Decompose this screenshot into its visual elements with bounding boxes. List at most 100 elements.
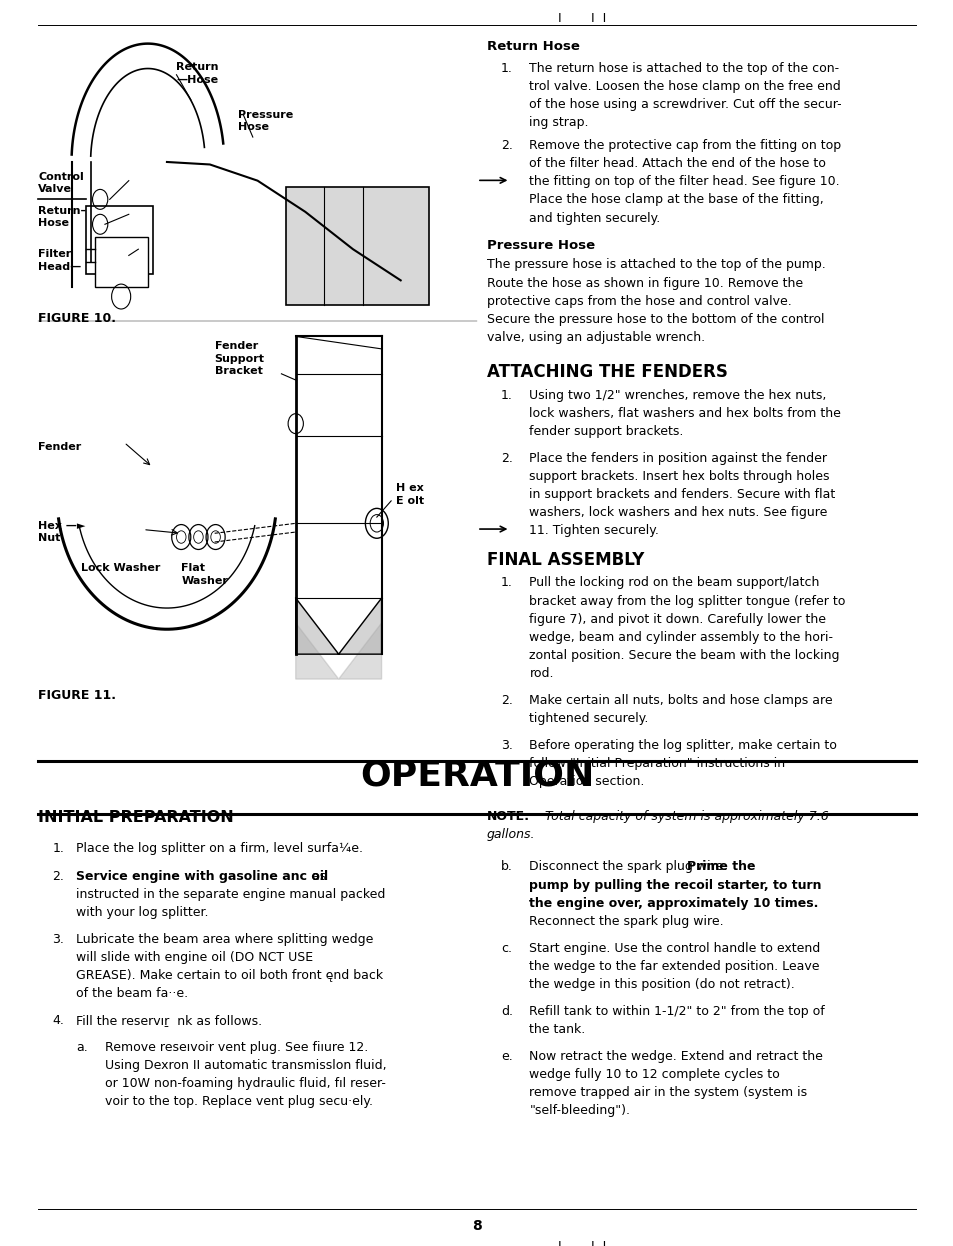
FancyBboxPatch shape xyxy=(286,187,429,305)
Text: fender support brackets.: fender support brackets. xyxy=(529,425,683,437)
Text: remove trapped air in the system (system is: remove trapped air in the system (system… xyxy=(529,1087,807,1099)
Text: Using two 1/2" wrenches, remove the hex nuts,: Using two 1/2" wrenches, remove the hex … xyxy=(529,389,826,401)
Text: Bracket: Bracket xyxy=(214,366,262,376)
Text: 2.: 2. xyxy=(52,870,64,882)
Text: Hose: Hose xyxy=(38,218,69,228)
Text: Control: Control xyxy=(38,172,84,182)
Text: will slide with engine oil (DO NCT USE: will slide with engine oil (DO NCT USE xyxy=(76,951,314,964)
Text: Return: Return xyxy=(176,62,219,72)
Text: Now retract the wedge. Extend and retract the: Now retract the wedge. Extend and retrac… xyxy=(529,1050,822,1063)
FancyBboxPatch shape xyxy=(86,206,152,274)
Text: Fender: Fender xyxy=(214,341,257,351)
Text: instructed in the separate engine manual packed: instructed in the separate engine manual… xyxy=(76,887,385,901)
Text: Valve: Valve xyxy=(38,184,72,194)
FancyBboxPatch shape xyxy=(95,237,148,287)
Text: I: I xyxy=(558,1240,561,1246)
Polygon shape xyxy=(295,598,381,654)
Text: c.: c. xyxy=(500,942,512,954)
Text: Before operating the log splitter, make certain to: Before operating the log splitter, make … xyxy=(529,739,837,753)
Text: Secure the pressure hose to the bottom of the control: Secure the pressure hose to the bottom o… xyxy=(486,313,823,325)
Text: wedge fully 10 to 12 complete cycles to: wedge fully 10 to 12 complete cycles to xyxy=(529,1068,780,1082)
Text: E olt: E olt xyxy=(395,496,423,506)
Text: FINAL ASSEMBLY: FINAL ASSEMBLY xyxy=(486,551,643,569)
Text: Return–: Return– xyxy=(38,206,86,216)
Text: the tank.: the tank. xyxy=(529,1023,585,1037)
Text: trol valve. Loosen the hose clamp on the free end: trol valve. Loosen the hose clamp on the… xyxy=(529,80,841,92)
Polygon shape xyxy=(295,623,381,679)
Text: —Hose: —Hose xyxy=(176,75,218,85)
Text: tightened securely.: tightened securely. xyxy=(529,711,648,725)
Text: The pressure hose is attached to the top of the pump.: The pressure hose is attached to the top… xyxy=(486,258,824,272)
Text: the wedge to the far extended position. Leave: the wedge to the far extended position. … xyxy=(529,959,820,973)
Text: pump by pulling the recoil starter, to turn: pump by pulling the recoil starter, to t… xyxy=(529,878,821,892)
Text: Lubricate the beam area where splitting wedge: Lubricate the beam area where splitting … xyxy=(76,933,374,946)
Text: bracket away from the log splitter tongue (refer to: bracket away from the log splitter tongu… xyxy=(529,594,845,608)
Text: OPERATION: OPERATION xyxy=(359,758,594,792)
Text: Prime the: Prime the xyxy=(686,861,755,873)
Text: of the beam fa··e.: of the beam fa··e. xyxy=(76,987,189,1001)
Text: "self-bleeding").: "self-bleeding"). xyxy=(529,1104,630,1118)
Text: INITIAL PREPARATION: INITIAL PREPARATION xyxy=(38,810,233,825)
Text: valve, using an adjustable wrench.: valve, using an adjustable wrench. xyxy=(486,330,704,344)
Text: Support: Support xyxy=(214,354,264,364)
Text: rod.: rod. xyxy=(529,667,554,680)
Text: d.: d. xyxy=(500,1006,513,1018)
Text: Hex —►: Hex —► xyxy=(38,521,86,531)
Text: figure 7), and pivot it down. Carefully lower the: figure 7), and pivot it down. Carefully … xyxy=(529,613,825,625)
Text: The return hose is attached to the top of the con-: The return hose is attached to the top o… xyxy=(529,61,839,75)
Text: Filter: Filter xyxy=(38,249,71,259)
Text: Remove the protective cap from the fitting on top: Remove the protective cap from the fitti… xyxy=(529,140,841,152)
Text: 4.: 4. xyxy=(52,1014,64,1027)
Text: 2.: 2. xyxy=(500,452,512,465)
Text: 1.: 1. xyxy=(500,389,512,401)
Text: Place the log splitter on a firm, level surfa¼e.: Place the log splitter on a firm, level … xyxy=(76,842,363,856)
Text: 1.: 1. xyxy=(52,842,64,856)
Text: the engine over, approximately 10 times.: the engine over, approximately 10 times. xyxy=(529,897,818,910)
Text: a.: a. xyxy=(76,1042,88,1054)
Text: ATTACHING THE FENDERS: ATTACHING THE FENDERS xyxy=(486,364,726,381)
Text: Total capacity of system is approximately 7.6: Total capacity of system is approximatel… xyxy=(540,810,828,822)
Circle shape xyxy=(288,414,303,434)
Text: I  I: I I xyxy=(591,1240,606,1246)
Text: support brackets. Insert hex bolts through holes: support brackets. Insert hex bolts throu… xyxy=(529,470,829,483)
Text: the wedge in this position (do not retract).: the wedge in this position (do not retra… xyxy=(529,978,795,991)
Text: 3.: 3. xyxy=(52,933,64,946)
Text: 8: 8 xyxy=(472,1219,481,1232)
Text: Operation section.: Operation section. xyxy=(529,775,644,789)
Text: gallons.: gallons. xyxy=(486,829,535,841)
Text: Make certain all nuts, bolts and hose clamps are: Make certain all nuts, bolts and hose cl… xyxy=(529,694,832,706)
Text: lock washers, flat washers and hex bolts from the: lock washers, flat washers and hex bolts… xyxy=(529,406,841,420)
Text: as: as xyxy=(308,870,326,882)
Text: of the hose using a screwdriver. Cut off the secur-: of the hose using a screwdriver. Cut off… xyxy=(529,97,841,111)
Text: b.: b. xyxy=(500,861,512,873)
Text: follow "Initial Preparation" instructions in: follow "Initial Preparation" instruction… xyxy=(529,758,784,770)
Text: Reconnect the spark plug wire.: Reconnect the spark plug wire. xyxy=(529,915,723,928)
Text: 1.: 1. xyxy=(500,61,512,75)
Text: the fitting on top of the filter head. See figure 10.: the fitting on top of the filter head. S… xyxy=(529,176,840,188)
Text: FIGURE 11.: FIGURE 11. xyxy=(38,689,116,701)
Text: 11. Tighten securely.: 11. Tighten securely. xyxy=(529,525,659,537)
Text: Nut: Nut xyxy=(38,533,60,543)
Text: Washer: Washer xyxy=(181,576,228,586)
Text: Remove reseıvoir vent plug. See fiıure 12.: Remove reseıvoir vent plug. See fiıure 1… xyxy=(105,1042,368,1054)
Text: Lock Washer: Lock Washer xyxy=(81,563,160,573)
Text: Pressure Hose: Pressure Hose xyxy=(486,238,594,252)
Text: Fill the reservıṟ  nk as follows.: Fill the reservıṟ nk as follows. xyxy=(76,1014,262,1027)
Text: Flat: Flat xyxy=(181,563,205,573)
Text: NOTE:: NOTE: xyxy=(486,810,529,822)
Text: Refill tank to within 1-1/2" to 2" from the top of: Refill tank to within 1-1/2" to 2" from … xyxy=(529,1006,824,1018)
Text: 2.: 2. xyxy=(500,694,512,706)
Text: ing strap.: ing strap. xyxy=(529,116,588,128)
Text: Route the hose as shown in figure 10. Remove the: Route the hose as shown in figure 10. Re… xyxy=(486,277,801,289)
Text: Place the hose clamp at the base of the fitting,: Place the hose clamp at the base of the … xyxy=(529,193,823,207)
Text: H ex: H ex xyxy=(395,483,423,493)
Text: GREASE). Make certain to oil both front ęnd back: GREASE). Make certain to oil both front … xyxy=(76,969,383,982)
Text: Head—: Head— xyxy=(38,262,81,272)
Text: 1.: 1. xyxy=(500,577,512,589)
Text: wedge, beam and cylinder assembly to the hori-: wedge, beam and cylinder assembly to the… xyxy=(529,630,833,644)
Text: with your log splitter.: with your log splitter. xyxy=(76,906,209,918)
Text: Service engine with gasoline anc oil: Service engine with gasoline anc oil xyxy=(76,870,328,882)
Text: Disconnect the spark plug wire.: Disconnect the spark plug wire. xyxy=(529,861,731,873)
Text: Return Hose: Return Hose xyxy=(486,40,578,52)
Text: washers, lock washers and hex nuts. See figure: washers, lock washers and hex nuts. See … xyxy=(529,506,827,520)
